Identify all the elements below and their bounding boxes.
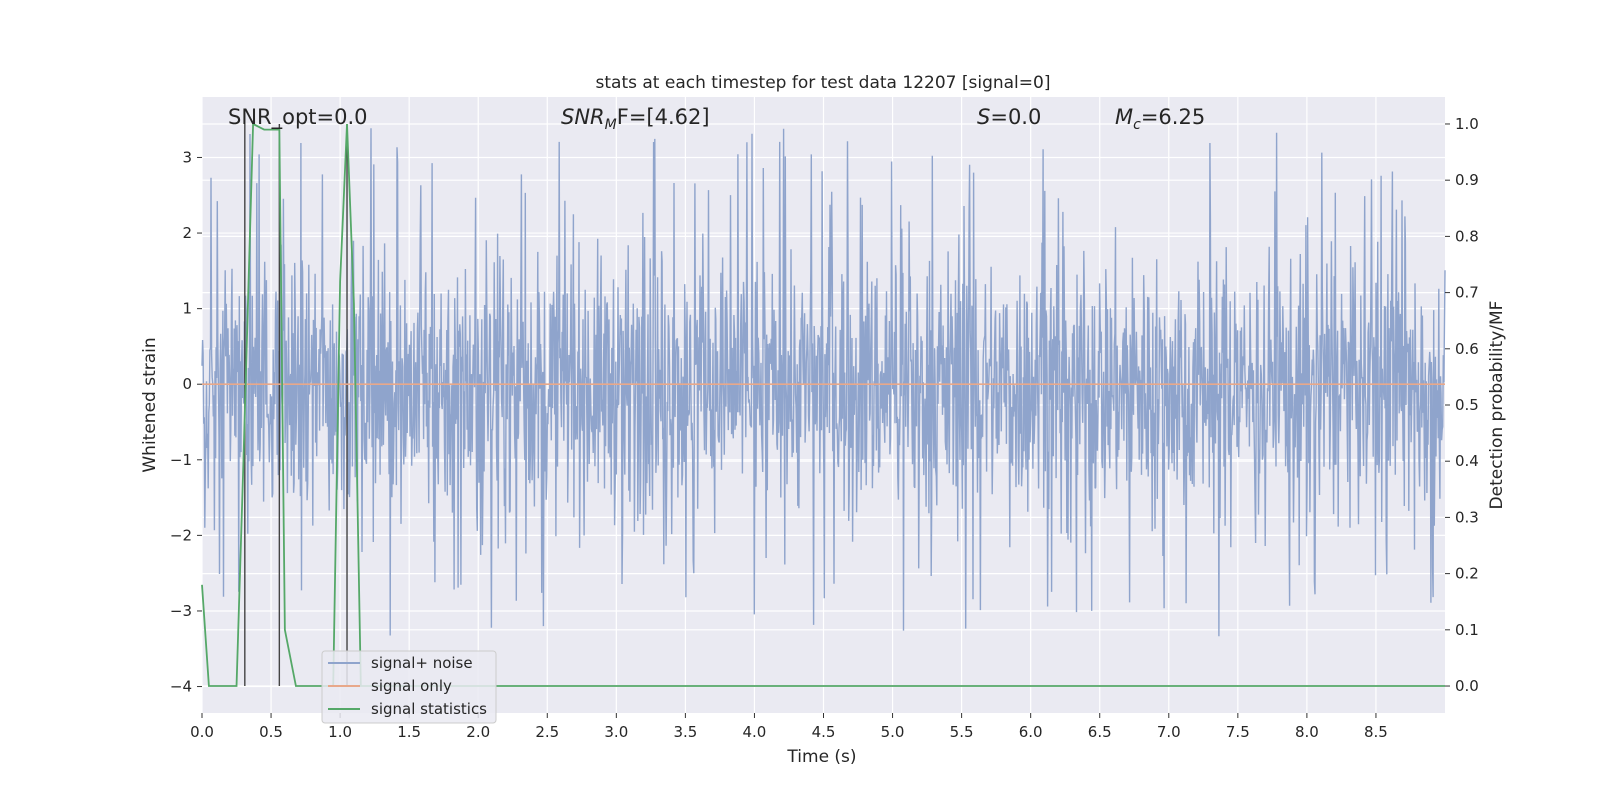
y-tick-label: 0	[182, 375, 192, 393]
y-axis-label: Whitened strain	[140, 337, 160, 472]
legend-box	[321, 650, 497, 724]
x-tick-label: 0.0	[190, 723, 214, 741]
x-tick-label: 0.5	[259, 723, 283, 741]
annotation-s: S=0.0	[977, 105, 1041, 129]
annotation-mc-rest: =6.25	[1141, 105, 1205, 129]
x-tick-label: 1.0	[328, 723, 352, 741]
y2-tick-label: 0.9	[1455, 171, 1479, 189]
annotation-mc-sub: c	[1133, 117, 1141, 133]
y-tick-label: −4	[170, 678, 192, 696]
y-tick-label: 1	[182, 300, 192, 318]
y2-tick-label: 0.2	[1455, 565, 1479, 583]
y-axis-ticks: −4 −3 −2 −1 0 1 2 3	[170, 148, 202, 696]
line-signal-statistics	[201, 122, 1445, 687]
y2-tick-label: 0.6	[1455, 340, 1479, 358]
y-tick-label: −1	[170, 451, 192, 469]
x-tick-label: 2.0	[466, 723, 490, 741]
x-tick-label: 6.5	[1088, 723, 1112, 741]
x-tick-label: 5.5	[950, 723, 974, 741]
legend: signal+ noise signal only signal statist…	[321, 650, 497, 724]
y2-axis-ticks: 0.0 0.1 0.2 0.3 0.4 0.5 0.6 0.7 0.8 0.9 1.0	[1445, 115, 1479, 695]
annotation-snr-mf-sub: M	[605, 117, 617, 133]
y2-tick-label: 1.0	[1455, 115, 1479, 133]
annotation-s-rest: =0.0	[990, 105, 1041, 129]
y2-tick-label: 0.8	[1455, 227, 1479, 245]
legend-label-signal-statistics: signal statistics	[371, 700, 487, 718]
y2-axis-label: Detection probability/MF	[1487, 301, 1507, 510]
x-tick-label: 5.0	[881, 723, 905, 741]
x-tick-label: 7.5	[1226, 723, 1250, 741]
x-tick-label: 4.0	[743, 723, 767, 741]
x-tick-label: 6.0	[1019, 723, 1043, 741]
y2-tick-label: 0.0	[1455, 677, 1479, 695]
x-tick-label: 4.5	[812, 723, 836, 741]
chart-title: stats at each timestep for test data 122…	[596, 73, 1051, 93]
series-signal-statistics	[201, 122, 1445, 687]
y2-tick-label: 0.1	[1455, 621, 1479, 639]
x-tick-label: 8.5	[1364, 723, 1388, 741]
y2-tick-label: 0.3	[1455, 508, 1479, 526]
annotation-snr-mf-rest: F=[4.62]	[617, 105, 710, 129]
y-tick-label: −2	[170, 526, 192, 544]
x-tick-label: 1.5	[397, 723, 421, 741]
y2-tick-label: 0.4	[1455, 452, 1479, 470]
y2-tick-label: 0.5	[1455, 396, 1479, 414]
y2-tick-label: 0.7	[1455, 284, 1479, 302]
x-tick-label: 3.0	[604, 723, 628, 741]
x-tick-label: 7.0	[1157, 723, 1181, 741]
x-tick-label: 3.5	[673, 723, 697, 741]
x-axis-ticks: 0.0 0.5 1.0 1.5 2.0 2.5 3.0 3.5 4.0 4.5 5.0 5.5 6.0 6…	[190, 713, 1388, 741]
x-axis-label: Time (s)	[786, 747, 856, 767]
y-tick-label: −3	[170, 602, 192, 620]
annotation-snr-opt: SNR_opt=0.0	[228, 105, 368, 130]
x-tick-label: 2.5	[535, 723, 559, 741]
y-tick-label: 2	[182, 224, 192, 242]
legend-label-signal-only: signal only	[371, 677, 452, 695]
annotation-snr-mf-base: SNR	[561, 105, 605, 129]
x-tick-label: 8.0	[1295, 723, 1319, 741]
annotation-mc-base: M	[1115, 105, 1133, 129]
legend-label-signal-noise: signal+ noise	[371, 654, 473, 672]
annotation-mc: Mc=6.25	[1115, 105, 1205, 133]
annotation-snr-mf: SNRMF=[4.62]	[561, 105, 710, 133]
y-tick-label: 3	[182, 148, 192, 166]
annotation-s-base: S	[977, 105, 990, 129]
